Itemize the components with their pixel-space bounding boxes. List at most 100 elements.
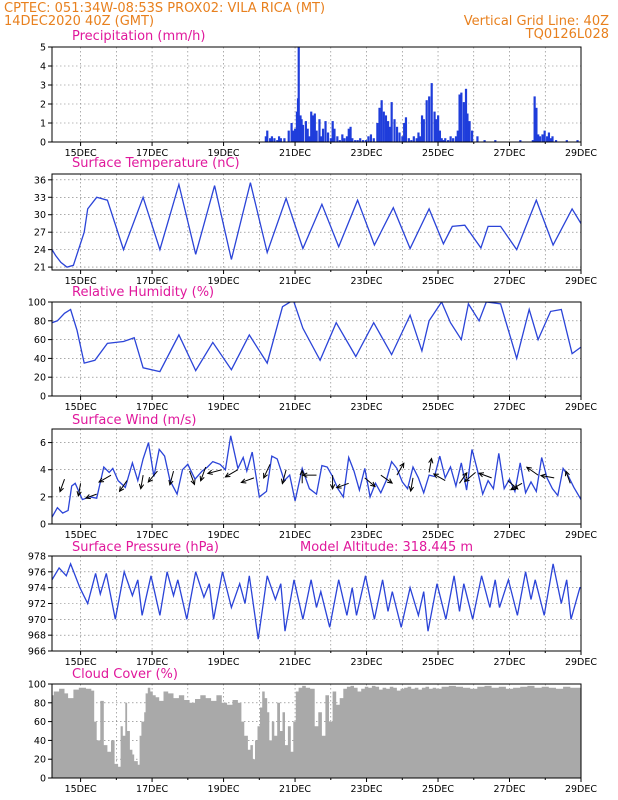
wind-vector-arrow (299, 469, 305, 484)
wind-title: Surface Wind (m/s) (72, 413, 196, 428)
x-tick-label: 17DEC (136, 657, 168, 668)
wind-vector-arrow (280, 469, 287, 485)
precipitation-title: Precipitation (mm/h) (72, 29, 205, 44)
precip-bar (452, 138, 455, 142)
y-tick-label: 966 (28, 647, 46, 658)
precip-bar (407, 138, 410, 142)
pressure-panel: Surface Pressure (hPa) Model Altitude: 3… (28, 540, 598, 668)
plot-frame (51, 46, 582, 143)
x-tick-label: 21DEC (279, 657, 311, 668)
precip-bar (336, 136, 339, 142)
wind-vector-arrow (364, 477, 376, 488)
precip-bar (466, 113, 469, 142)
precip-bar (290, 123, 293, 142)
x-tick-label: 19DEC (208, 784, 240, 795)
y-tick-label: 968 (28, 631, 46, 642)
precip-bar (476, 136, 479, 142)
precip-bar (543, 130, 546, 142)
precip-bar (440, 138, 443, 142)
precip-bar (311, 115, 315, 142)
precip-bar (308, 136, 311, 142)
precip-bar (364, 140, 368, 142)
precip-bar (345, 136, 349, 142)
precip-bar (551, 136, 554, 142)
wind-vector-arrow (168, 470, 175, 486)
y-tick-label: 0 (40, 138, 46, 149)
wind-panel: Surface Wind (m/s) 0 2 4 6 15DEC 17DEC 19DEC 21… (40, 413, 597, 541)
y-tick-label: 21 (34, 263, 46, 274)
x-tick-label: 15DEC (65, 530, 97, 541)
x-tick-label: 25DEC (422, 657, 454, 668)
precip-bar (447, 140, 450, 142)
wind-vector-arrow (224, 469, 239, 478)
precip-bar (273, 138, 276, 142)
y-tick-label: 2 (40, 492, 46, 503)
precip-bar (420, 115, 424, 142)
header-grid-line: Vertical Grid Line: 40Z (464, 14, 609, 29)
precip-bar (438, 130, 442, 142)
precip-bar (412, 136, 415, 142)
precip-bar (547, 132, 551, 142)
x-tick-label: 25DEC (422, 530, 454, 541)
x-tick-label: 29DEC (565, 402, 597, 413)
precip-bar (576, 140, 579, 142)
wind-vector-arrow (380, 474, 394, 484)
precip-bar (386, 121, 390, 142)
y-tick-label: 0 (40, 520, 46, 531)
precip-bar (300, 119, 303, 142)
y-tick-label: 976 (28, 567, 46, 578)
precip-bar (372, 138, 375, 142)
y-tick-label: 970 (28, 615, 46, 626)
precip-bar (324, 121, 327, 142)
precip-bar (388, 126, 391, 142)
precip-bar (462, 102, 465, 142)
header-model: TQ0126L028 (525, 27, 609, 42)
precip-bar (292, 130, 295, 142)
wind-vector-arrow (432, 473, 446, 482)
wind-vector-arrow (428, 457, 434, 473)
precip-bar (417, 132, 420, 142)
x-tick-label: 23DEC (351, 657, 383, 668)
precip-bar (395, 126, 399, 142)
precip-bar (341, 134, 344, 142)
pres-series-line (52, 562, 581, 640)
y-tick-label: 80 (34, 698, 46, 709)
precip-bar (460, 92, 463, 142)
wind-series-line (52, 435, 581, 518)
x-tick-label: 23DEC (351, 148, 383, 159)
y-tick-label: 4 (40, 465, 46, 476)
precip-bar (449, 136, 452, 142)
x-tick-label: 21DEC (279, 148, 311, 159)
precip-bar (343, 138, 346, 142)
wind-vector-arrow (477, 472, 492, 479)
precip-bar (369, 134, 373, 142)
plot-frame (51, 683, 582, 779)
precip-bar (435, 119, 438, 142)
x-tick-label: 27DEC (493, 657, 525, 668)
precip-bar (306, 128, 309, 142)
precip-bar (384, 115, 388, 142)
wind-vector-arrow (118, 480, 128, 493)
precip-bar (318, 119, 321, 142)
y-tick-label: 80 (34, 316, 46, 327)
temp-series-line (52, 181, 581, 268)
y-tick-label: 0 (40, 774, 46, 785)
wind-vector-arrow (539, 473, 555, 479)
wind-vector-arrow (509, 482, 523, 491)
precip-bar (456, 130, 459, 142)
y-tick-label: 3 (40, 81, 46, 92)
x-tick-label: 29DEC (565, 530, 597, 541)
cloud-cover-title: Cloud Cover (%) (72, 667, 178, 682)
rh-series-line (52, 302, 581, 373)
y-tick-label: 100 (28, 680, 46, 691)
precip-bar (415, 138, 418, 142)
precip-bar (367, 136, 370, 142)
x-tick-label: 25DEC (422, 148, 454, 159)
x-tick-label: 23DEC (351, 784, 383, 795)
wind-vector-arrow (76, 483, 82, 498)
precip-bar (301, 124, 305, 142)
precip-bar (464, 88, 468, 142)
y-tick-label: 20 (34, 373, 46, 384)
precip-bar (549, 138, 552, 142)
wind-vector-arrow (396, 462, 405, 476)
